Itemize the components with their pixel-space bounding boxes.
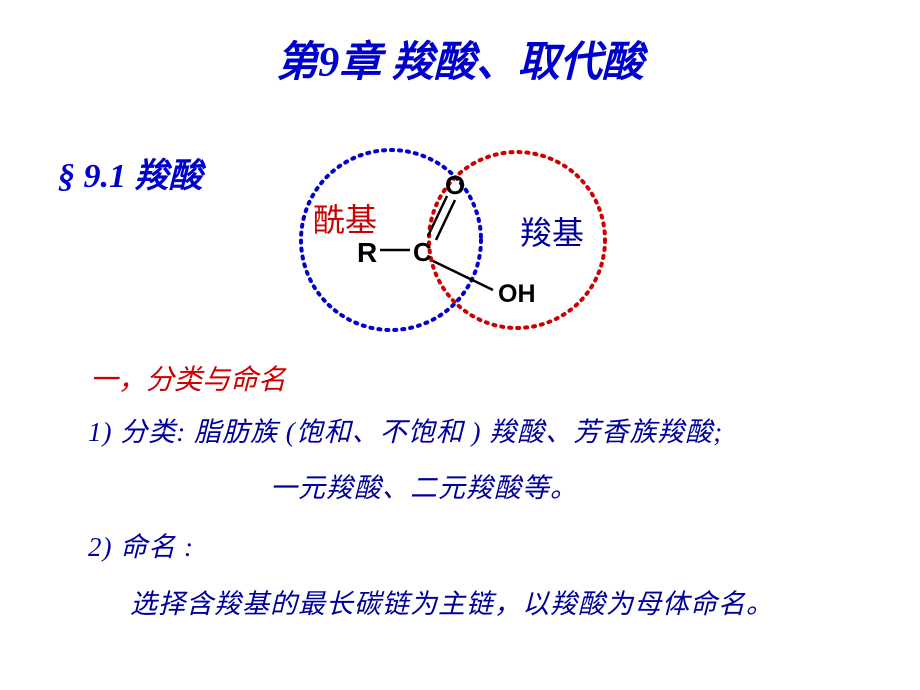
naming-rule: 选择含羧基的最长碳链为主链，以羧酸为母体命名。 [130,582,774,621]
classification-line-1: 1) 分类: 脂肪族 (饱和、不饱和 ) 羧酸、芳香族羧酸; [88,410,723,449]
classification-line-1b: 一元羧酸、二元羧酸等。 [270,466,578,505]
carboxyl-label: 羧基 [520,208,584,254]
acyl-label: 酰基 [313,195,377,241]
chapter-title: 第9章 羧酸、取代酸 [0,0,920,89]
carboxylic-acid-diagram: R C O OH 酰基 羧基 [295,140,675,335]
naming-heading: 2) 命名 : [88,525,194,564]
atom-oh: OH [498,280,536,309]
atom-o: O [445,170,465,201]
atom-c: C [413,237,432,268]
bond-c-o-2 [436,200,455,240]
section-heading: § 9.1 羧酸 [58,148,203,197]
subheading: 一，分类与命名 [90,358,286,398]
atom-r: R [357,237,377,269]
